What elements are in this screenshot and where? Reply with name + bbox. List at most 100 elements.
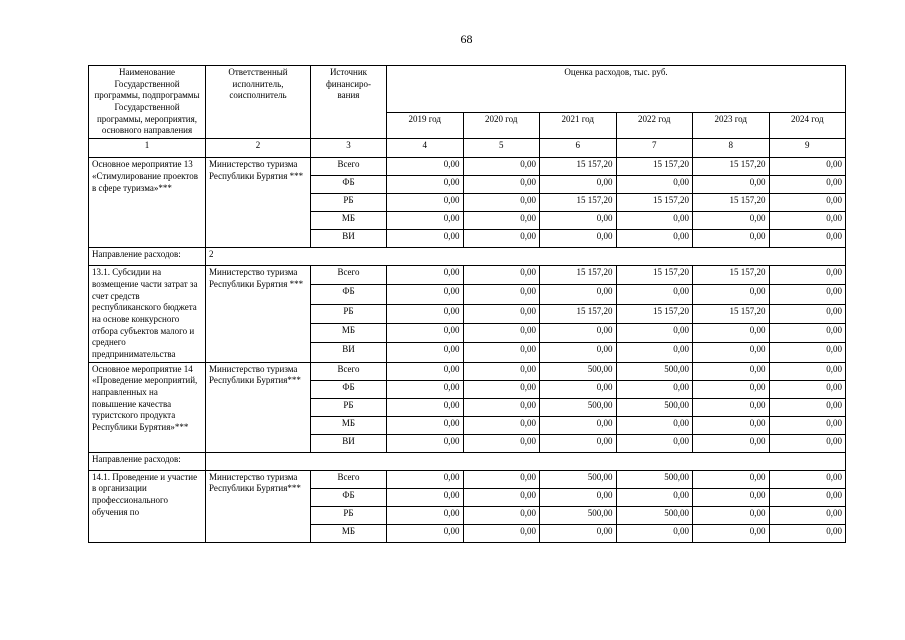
direction-row: Направление расходов: 2	[88, 247, 847, 267]
amount-cell: 0,00	[768, 157, 847, 177]
amount-cell: 0,00	[768, 211, 847, 231]
amount-cell: 15 157,20	[615, 265, 693, 286]
executor-cell: Министерство туризма Республики Бурятия …	[205, 265, 311, 363]
budget-row: МБ 0,00 0,00 0,00 0,00 0,00 0,00	[89, 323, 847, 344]
amount-cell: 0,00	[462, 175, 540, 195]
column-number-8: 8	[692, 138, 770, 159]
amount-cell: 500,00	[615, 469, 693, 489]
amount-cell: 0,00	[462, 229, 540, 249]
amount-cell: 0,00	[386, 211, 464, 231]
funding-source-cell: Всего	[310, 361, 387, 381]
amount-cell: 0,00	[386, 175, 464, 195]
amount-cell: 0,00	[692, 284, 770, 305]
column-number-9: 9	[768, 138, 847, 159]
amount-cell: 0,00	[692, 379, 770, 399]
amount-cell: 0,00	[692, 342, 770, 363]
amount-cell: 0,00	[539, 323, 617, 344]
amount-cell: 0,00	[768, 303, 847, 325]
header-expenses-title: Оценка расходов, тыс. руб.	[385, 65, 847, 113]
program-name-cell: 13.1. Субсидии на возмещение части затра…	[88, 265, 206, 363]
amount-cell: 500,00	[615, 361, 693, 381]
amount-cell: 0,00	[539, 523, 617, 543]
program-name-cell: 14.1. Проведение и участие в организации…	[88, 469, 206, 543]
amount-cell: 0,00	[386, 229, 464, 249]
page-number: 68	[460, 32, 473, 46]
amount-cell: 0,00	[386, 487, 464, 507]
amount-cell: 0,00	[692, 175, 770, 195]
funding-source-cell: ВИ	[310, 433, 387, 453]
executor-cell: Министерство туризма Республики Бурятия*…	[205, 361, 311, 453]
amount-cell: 0,00	[768, 505, 847, 525]
amount-cell: 500,00	[615, 397, 693, 417]
budget-row: МБ 0,00 0,00 0,00 0,00 0,00 0,00	[89, 415, 847, 435]
funding-source-cell: ФБ	[310, 487, 387, 507]
amount-cell: 0,00	[768, 361, 847, 381]
amount-cell: 0,00	[615, 211, 693, 231]
funding-source-cell: ВИ	[310, 229, 387, 249]
funding-source-cell: ФБ	[310, 175, 387, 195]
budget-row: РБ 0,00 0,00 15 157,20 15 157,20 15 157,20 0,0…	[89, 193, 847, 213]
amount-cell: 15 157,20	[539, 157, 617, 177]
amount-cell: 0,00	[615, 284, 693, 305]
amount-cell: 0,00	[615, 415, 693, 435]
amount-cell: 0,00	[768, 323, 847, 344]
amount-cell: 0,00	[615, 175, 693, 195]
header-year-2020: 2020 год	[462, 111, 540, 140]
funding-source-cell: МБ	[310, 523, 387, 543]
amount-cell: 0,00	[615, 323, 693, 344]
budget-row: РБ 0,00 0,00 500,00 500,00 0,00 0,00	[89, 397, 847, 417]
amount-cell: 0,00	[462, 505, 540, 525]
amount-cell: 0,00	[768, 487, 847, 507]
amount-cell: 15 157,20	[692, 157, 770, 177]
amount-cell: 0,00	[462, 323, 540, 344]
amount-cell: 15 157,20	[692, 303, 770, 325]
amount-cell: 0,00	[692, 469, 770, 489]
column-number-5: 5	[462, 138, 540, 159]
direction-label-cell: Направление расходов:	[88, 451, 206, 471]
amount-cell: 0,00	[462, 469, 540, 489]
header-executor: Ответственный исполнитель, соисполнитель	[205, 64, 311, 140]
amount-cell: 0,00	[768, 265, 847, 286]
amount-cell: 0,00	[539, 229, 617, 249]
numbering-row: 1 2 3 4 5 6 7 8 9	[88, 138, 847, 159]
document-page: 68 Наименование Государственной программ…	[88, 32, 847, 543]
amount-cell: 0,00	[615, 487, 693, 507]
amount-cell: 0,00	[386, 323, 464, 344]
direction-value-cell	[204, 451, 847, 471]
amount-cell: 0,00	[386, 284, 464, 305]
program-name-cell: Основное мероприятие 14 «Проведение меро…	[88, 361, 206, 453]
amount-cell: 0,00	[462, 342, 540, 363]
budget-row: ФБ 0,00 0,00 0,00 0,00 0,00 0,00	[89, 379, 847, 399]
direction-row: Направление расходов:	[88, 451, 847, 471]
amount-cell: 0,00	[768, 342, 847, 363]
amount-cell: 0,00	[462, 397, 540, 417]
column-number-6: 6	[539, 138, 617, 159]
amount-cell: 0,00	[462, 361, 540, 381]
amount-cell: 0,00	[539, 433, 617, 453]
amount-cell: 15 157,20	[615, 193, 693, 213]
amount-cell: 15 157,20	[692, 193, 770, 213]
direction-label-cell: Направление расходов:	[88, 247, 206, 267]
header-year-2019: 2019 год	[386, 111, 464, 140]
amount-cell: 15 157,20	[539, 193, 617, 213]
column-number-3: 3	[310, 138, 387, 159]
amount-cell: 0,00	[462, 157, 540, 177]
executor-cell: Министерство туризма Республики Бурятия*…	[205, 469, 311, 543]
amount-cell: 0,00	[386, 361, 464, 381]
amount-cell: 0,00	[462, 523, 540, 543]
header-year-2021: 2021 год	[539, 111, 617, 140]
amount-cell: 0,00	[462, 211, 540, 231]
amount-cell: 0,00	[692, 229, 770, 249]
amount-cell: 0,00	[386, 265, 464, 286]
amount-cell: 0,00	[386, 505, 464, 525]
amount-cell: 0,00	[462, 487, 540, 507]
amount-cell: 0,00	[462, 284, 540, 305]
amount-cell: 0,00	[692, 433, 770, 453]
amount-cell: 0,00	[539, 284, 617, 305]
amount-cell: 0,00	[768, 284, 847, 305]
budget-table: Наименование Государственной программы, …	[88, 64, 847, 543]
amount-cell: 0,00	[692, 397, 770, 417]
amount-cell: 0,00	[768, 469, 847, 489]
funding-source-cell: МБ	[310, 323, 387, 344]
column-number-2: 2	[205, 138, 311, 159]
